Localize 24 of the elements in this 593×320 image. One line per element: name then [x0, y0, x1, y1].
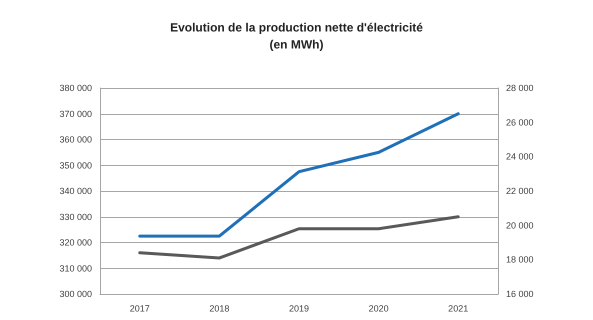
y-tick-label: 310 000	[59, 263, 92, 274]
y-tick-label: 360 000	[59, 134, 92, 144]
y2-tick-label: 24 000	[506, 152, 534, 162]
line-series	[138, 112, 460, 238]
y2-tick-label: 18 000	[506, 254, 534, 265]
y2-tick-label: 22 000	[506, 186, 534, 196]
x-tick-label: 2021	[448, 304, 468, 314]
x-tick-label: 2020	[368, 304, 389, 314]
y-tick-label: 340 000	[59, 186, 92, 196]
y-tick-label: 380 000	[59, 83, 92, 93]
x-tick-label: 2018	[209, 304, 230, 314]
y2-tick-label: 26 000	[506, 117, 534, 128]
y-tick-label: 300 000	[59, 289, 92, 299]
y-tick-label: 330 000	[59, 212, 92, 222]
chart-title: Evolution de la production nette d'électricité (en MWh)	[170, 20, 424, 52]
x-tick-label: 2019	[288, 304, 310, 314]
line-series	[138, 215, 460, 260]
y2-tick-label: 16 000	[506, 289, 534, 299]
y-tick-label: 370 000	[59, 108, 92, 119]
y-tick-label: 350 000	[59, 160, 92, 170]
y2-tick-label: 28 000	[506, 83, 534, 93]
y2-tick-label: 20 000	[506, 220, 534, 230]
y-tick-label: 320 000	[59, 238, 92, 248]
x-tick-label: 2017	[130, 304, 150, 314]
